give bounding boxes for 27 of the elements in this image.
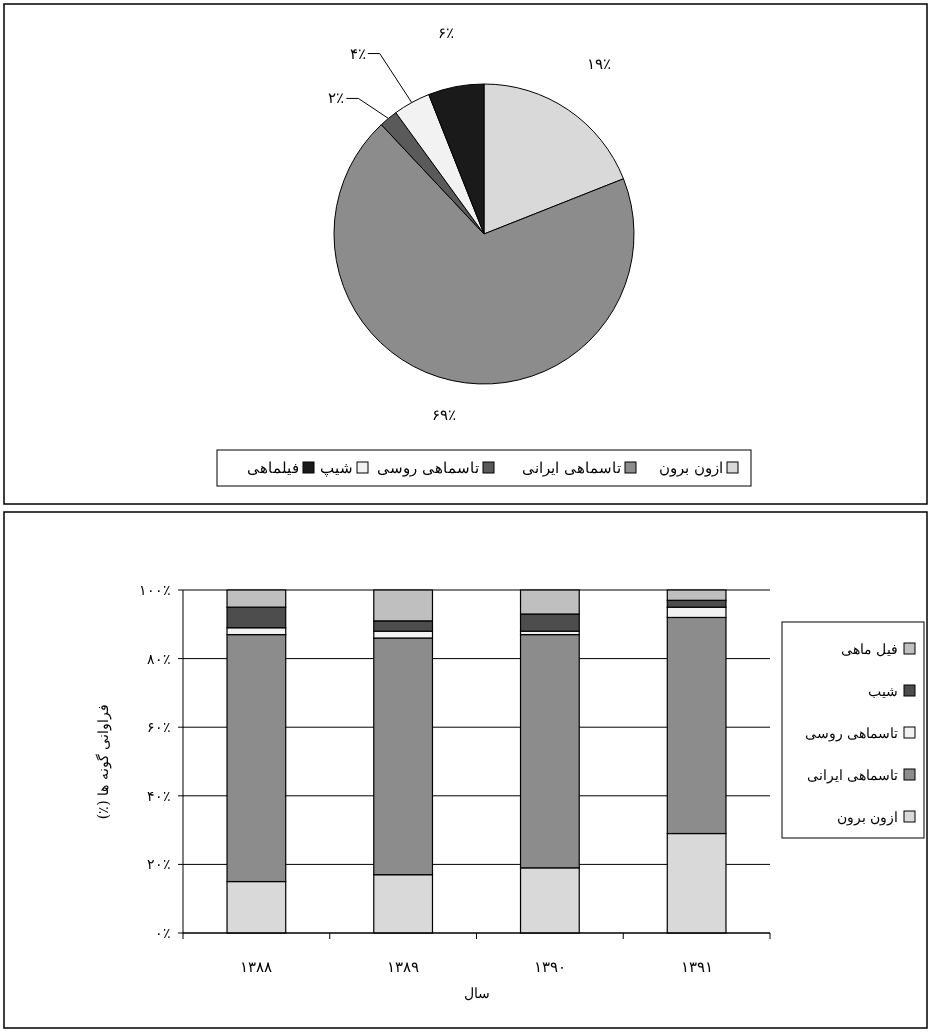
- legend-label: شیپ: [320, 459, 353, 477]
- data-label: ۱۹٪: [587, 55, 612, 74]
- data-label: ۴٪: [349, 44, 366, 63]
- y-axis-title: فراوانی گونه ها (٪): [95, 703, 112, 820]
- x-tick-label: ۱۳۸۹: [387, 958, 420, 976]
- legend-label: تاسماهی ایرانی: [806, 767, 898, 784]
- legend-label: فیلماهی: [247, 459, 299, 477]
- legend-label: ازون برون: [836, 809, 898, 826]
- y-tick-label: ۴۰٪: [147, 787, 171, 804]
- legend-label: شیب: [868, 683, 898, 699]
- legend-label: تاسماهی ایرانی: [522, 459, 621, 477]
- y-tick-label: ۸۰٪: [147, 650, 171, 667]
- x-tick-label: ۱۳۹۰: [533, 958, 566, 976]
- legend-label: تاسماهی روسی: [377, 459, 479, 477]
- y-tick-label: ۶۰٪: [147, 719, 171, 736]
- y-tick-label: ۰٪: [155, 925, 171, 941]
- legend-label: ازون برون: [659, 459, 723, 477]
- x-tick-label: ۱۳۸۸: [240, 958, 273, 976]
- legend-label: تاسماهی روسی: [804, 725, 898, 742]
- y-tick-label: ۱۰۰٪: [139, 582, 171, 598]
- x-tick-label: ۱۳۹۱: [680, 958, 713, 976]
- y-tick-label: ۲۰٪: [147, 856, 171, 873]
- data-label: ۲٪: [328, 89, 345, 108]
- data-label: ۶۹٪: [431, 405, 456, 424]
- data-label: ۶٪: [437, 23, 454, 42]
- x-axis-title: سال: [463, 985, 490, 1001]
- legend-label: فیل ماهی: [840, 641, 898, 657]
